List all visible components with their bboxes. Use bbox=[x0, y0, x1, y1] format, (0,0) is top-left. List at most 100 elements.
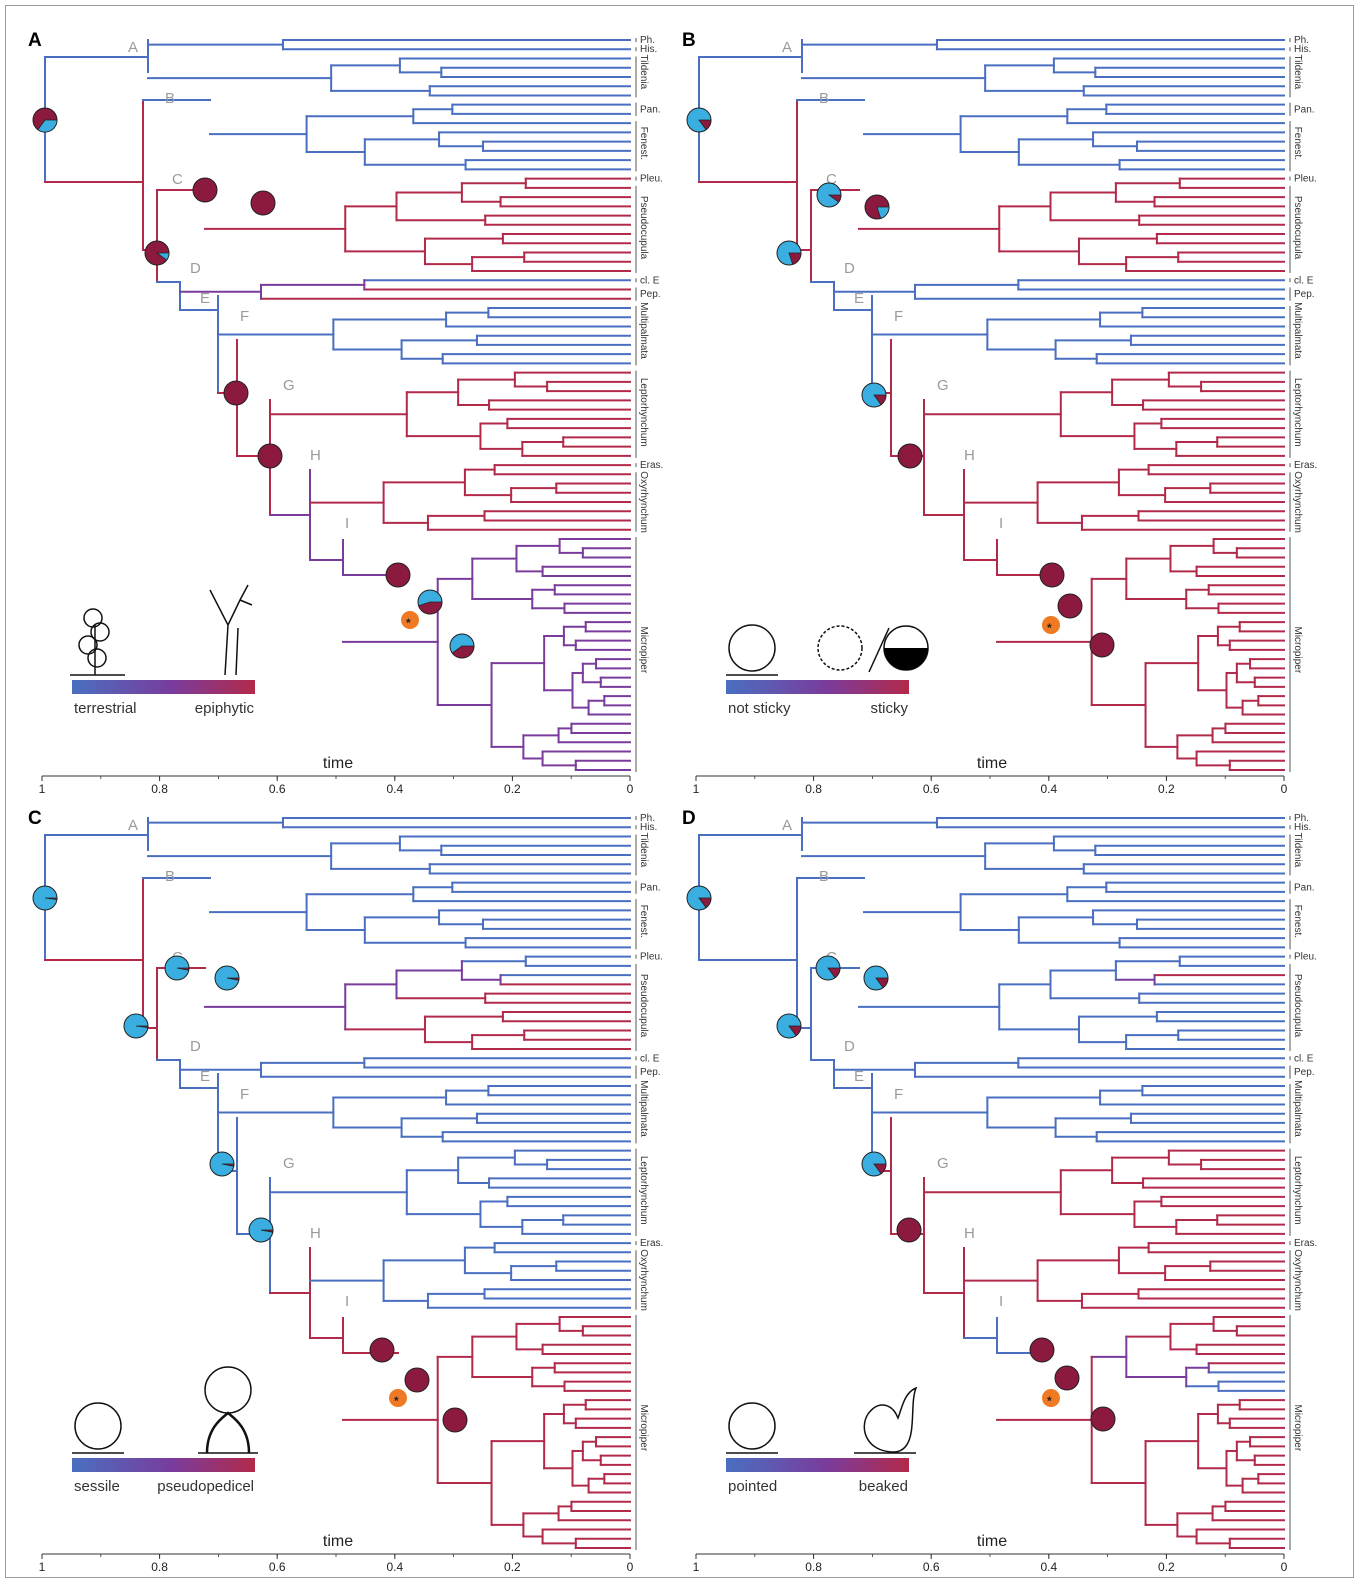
ancestral-state-pie-slice bbox=[698, 897, 712, 909]
axis-tick-label: 0 bbox=[1281, 782, 1288, 796]
legend-color-bar bbox=[726, 1458, 909, 1472]
taxon-label-cle: cl. E bbox=[1294, 275, 1314, 286]
axis-tick-label: 0.2 bbox=[504, 782, 521, 796]
axis-title: time bbox=[323, 1533, 353, 1550]
taxon-label-eras: Eras. bbox=[640, 1238, 663, 1249]
ancestral-state-pie-slice bbox=[155, 252, 170, 261]
tree-branches bbox=[147, 39, 631, 771]
taxon-label-micropiper: Micropiper bbox=[638, 626, 649, 673]
star-symbol: * bbox=[1047, 1394, 1052, 1408]
axis-tick-label: 0.8 bbox=[805, 1560, 822, 1574]
ancestral-state-pie bbox=[385, 562, 411, 588]
axis-tick-label: 0 bbox=[627, 1560, 634, 1574]
clade-letter-e: E bbox=[200, 290, 210, 307]
taxon-label-fenest: Fenest. bbox=[638, 905, 649, 938]
taxon-label-fenest: Fenest. bbox=[638, 127, 649, 160]
axis-tick-label: 1 bbox=[39, 782, 46, 796]
axis-tick-label: 0.6 bbox=[923, 1560, 940, 1574]
beaked-fruit-icon bbox=[854, 1386, 918, 1454]
taxon-label-oxyrhynchum: Oxyrhynchum bbox=[638, 471, 649, 533]
taxon-label-leptorhynchum: Leptorhynchum bbox=[1292, 378, 1303, 447]
axis-tick-label: 0.2 bbox=[1158, 1560, 1175, 1574]
leaf-outline bbox=[90, 622, 110, 642]
time-axis: 1 0.8 0.6 0.4 0.2 0 time bbox=[693, 755, 1288, 796]
terrestrial-plant-icon bbox=[70, 608, 125, 676]
clade-letter-b: B bbox=[819, 868, 829, 885]
taxon-label-his: His. bbox=[640, 44, 657, 55]
ancestral-state-pie bbox=[1089, 632, 1115, 658]
taxon-label-leptorhynchum: Leptorhynchum bbox=[638, 1156, 649, 1225]
taxon-label-ph: Ph. bbox=[1294, 813, 1309, 824]
taxon-label-tildenia: Tildenia bbox=[1292, 833, 1303, 868]
ancestral-state-pie-slice bbox=[788, 1025, 802, 1037]
ancestral-state-pie-slice bbox=[873, 394, 887, 406]
taxon-label-pep: Pep. bbox=[640, 289, 661, 300]
axis-tick-label: 0.4 bbox=[1040, 1560, 1057, 1574]
axis-tick-label: 0 bbox=[627, 782, 634, 796]
ancestral-state-pie bbox=[257, 443, 283, 469]
tree-branches bbox=[147, 817, 631, 1549]
time-axis: 1 0.8 0.6 0.4 0.2 0 time bbox=[693, 1533, 1288, 1574]
star-symbol: * bbox=[394, 1394, 399, 1408]
taxon-label-pep: Pep. bbox=[1294, 1067, 1315, 1078]
axis-tick-label: 1 bbox=[693, 1560, 700, 1574]
taxon-label-pleu: Pleu. bbox=[1294, 952, 1317, 963]
taxon-label-tildenia: Tildenia bbox=[638, 833, 649, 868]
legend: terrestrial epiphytic bbox=[70, 584, 255, 717]
axis-tick-label: 0.8 bbox=[151, 1560, 168, 1574]
taxon-label-eras: Eras. bbox=[1294, 460, 1317, 471]
axis-tick-label: 0.4 bbox=[386, 1560, 403, 1574]
taxon-label-micropiper: Micropiper bbox=[1292, 1404, 1303, 1451]
ancestral-state-pie-slice bbox=[221, 1163, 235, 1167]
fruit-outline bbox=[728, 624, 776, 672]
taxon-label-multipalmata: Multipalmata bbox=[1292, 302, 1303, 359]
axis-title: time bbox=[977, 1533, 1007, 1550]
taxon-label-pleu: Pleu. bbox=[640, 952, 663, 963]
panel-letter-b: B bbox=[682, 30, 696, 51]
axis-tick-label: 0.4 bbox=[1040, 782, 1057, 796]
axis-title: time bbox=[323, 755, 353, 772]
sticky-fruit-outline bbox=[817, 625, 863, 671]
ancestral-state-pie-slice bbox=[451, 645, 475, 659]
star-symbol: * bbox=[1047, 621, 1052, 635]
taxon-label-multipalmata: Multipalmata bbox=[638, 302, 649, 359]
ancestral-state-pie bbox=[897, 443, 923, 469]
clade-letter-d: D bbox=[844, 260, 855, 277]
ancestral-state-pie-slice bbox=[876, 206, 890, 219]
taxon-label-pan: Pan. bbox=[640, 882, 661, 893]
taxon-label-multipalmata: Multipalmata bbox=[638, 1080, 649, 1137]
axis-tick-label: 0.6 bbox=[269, 782, 286, 796]
clade-letter-i: I bbox=[999, 515, 1003, 532]
clade-letter-c: C bbox=[172, 171, 183, 188]
epiphyte-tree-icon bbox=[209, 584, 253, 676]
ancestral-state-pie bbox=[250, 190, 276, 216]
taxon-label-tildenia: Tildenia bbox=[638, 55, 649, 90]
taxon-label-pleu: Pleu. bbox=[640, 174, 663, 185]
ancestral-state-pie bbox=[442, 1407, 468, 1433]
time-axis: 1 0.8 0.6 0.4 0.2 0 time bbox=[39, 1533, 634, 1574]
clade-letter-i: I bbox=[345, 515, 349, 532]
taxon-label-pseudocupula: Pseudocupula bbox=[1292, 196, 1303, 260]
clade-letter-a: A bbox=[782, 817, 792, 834]
clade-letter-h: H bbox=[310, 447, 321, 464]
taxon-label-his: His. bbox=[1294, 822, 1311, 833]
legend-color-bar bbox=[726, 680, 909, 694]
ancestral-state-pie-slice bbox=[226, 977, 240, 981]
axis-title: time bbox=[977, 755, 1007, 772]
taxon-label-pseudocupula: Pseudocupula bbox=[638, 196, 649, 260]
taxon-labels: Ph.His.Tildenia Pan. Fenest. Pleu. Pseudocup… bbox=[635, 813, 663, 1550]
legend-color-bar bbox=[72, 680, 255, 694]
star-marker bbox=[1042, 616, 1060, 634]
taxon-label-fenest: Fenest. bbox=[1292, 127, 1303, 160]
pseudopedicel bbox=[205, 1411, 251, 1454]
taxon-label-ph: Ph. bbox=[640, 35, 655, 46]
ancestral-state-pie-slice bbox=[873, 1163, 887, 1175]
taxon-labels: Ph.His.Tildenia Pan. Fenest. Pleu. Pseudocup… bbox=[1289, 35, 1317, 772]
clade-letter-a: A bbox=[128, 817, 138, 834]
legend: pointed beaked bbox=[726, 1386, 918, 1495]
ancestral-state-pie-slice bbox=[418, 601, 443, 615]
backbone bbox=[698, 817, 1053, 1354]
star-marker bbox=[1042, 1389, 1060, 1407]
